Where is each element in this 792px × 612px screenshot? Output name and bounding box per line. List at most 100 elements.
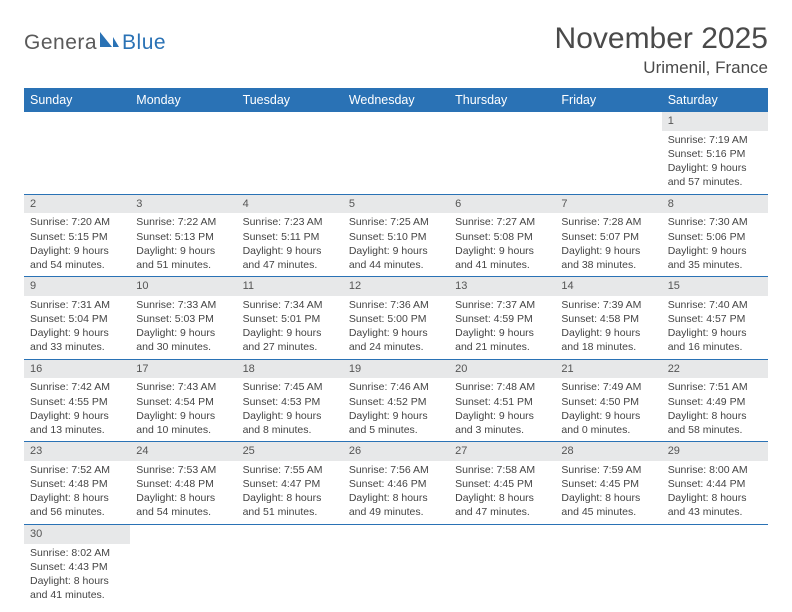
- calendar-cell: 24Sunrise: 7:53 AMSunset: 4:48 PMDayligh…: [130, 442, 236, 525]
- day-body: Sunrise: 7:56 AMSunset: 4:46 PMDaylight:…: [343, 461, 449, 524]
- day-line: and 30 minutes.: [136, 340, 230, 354]
- day-line: Sunset: 5:15 PM: [30, 230, 124, 244]
- day-line: Daylight: 9 hours: [30, 409, 124, 423]
- day-line: and 45 minutes.: [561, 505, 655, 519]
- day-line: Sunset: 5:04 PM: [30, 312, 124, 326]
- day-line: Sunset: 4:48 PM: [30, 477, 124, 491]
- day-line: and 47 minutes.: [243, 258, 337, 272]
- day-line: Daylight: 8 hours: [136, 491, 230, 505]
- calendar-cell: 15Sunrise: 7:40 AMSunset: 4:57 PMDayligh…: [662, 277, 768, 360]
- day-line: Sunrise: 7:46 AM: [349, 380, 443, 394]
- day-line: Sunset: 4:47 PM: [243, 477, 337, 491]
- day-body: Sunrise: 7:42 AMSunset: 4:55 PMDaylight:…: [24, 378, 130, 441]
- day-line: and 41 minutes.: [455, 258, 549, 272]
- day-body: Sunrise: 7:23 AMSunset: 5:11 PMDaylight:…: [237, 213, 343, 276]
- calendar-body: 1Sunrise: 7:19 AMSunset: 5:16 PMDaylight…: [24, 112, 768, 606]
- day-body: Sunrise: 7:27 AMSunset: 5:08 PMDaylight:…: [449, 213, 555, 276]
- day-body: Sunrise: 7:34 AMSunset: 5:01 PMDaylight:…: [237, 296, 343, 359]
- day-number: 20: [449, 360, 555, 379]
- calendar-cell: 22Sunrise: 7:51 AMSunset: 4:49 PMDayligh…: [662, 359, 768, 442]
- day-line: Sunset: 4:44 PM: [668, 477, 762, 491]
- calendar-cell: 4Sunrise: 7:23 AMSunset: 5:11 PMDaylight…: [237, 194, 343, 277]
- day-line: Sunrise: 7:45 AM: [243, 380, 337, 394]
- calendar-cell: 11Sunrise: 7:34 AMSunset: 5:01 PMDayligh…: [237, 277, 343, 360]
- sail-icon: [98, 30, 120, 55]
- day-body: Sunrise: 7:51 AMSunset: 4:49 PMDaylight:…: [662, 378, 768, 441]
- day-line: and 49 minutes.: [349, 505, 443, 519]
- day-line: Sunset: 5:01 PM: [243, 312, 337, 326]
- day-line: Sunset: 4:45 PM: [455, 477, 549, 491]
- day-line: Daylight: 8 hours: [30, 574, 124, 588]
- day-line: and 10 minutes.: [136, 423, 230, 437]
- day-line: and 24 minutes.: [349, 340, 443, 354]
- day-number: 2: [24, 195, 130, 214]
- logo-text-blue: Blue: [122, 31, 166, 55]
- day-line: and 56 minutes.: [30, 505, 124, 519]
- day-line: Daylight: 9 hours: [668, 161, 762, 175]
- calendar-cell: 29Sunrise: 8:00 AMSunset: 4:44 PMDayligh…: [662, 442, 768, 525]
- day-line: Sunrise: 8:02 AM: [30, 546, 124, 560]
- day-line: and 54 minutes.: [30, 258, 124, 272]
- calendar-cell: 6Sunrise: 7:27 AMSunset: 5:08 PMDaylight…: [449, 194, 555, 277]
- day-number: 9: [24, 277, 130, 296]
- day-line: and 38 minutes.: [561, 258, 655, 272]
- calendar-cell: 13Sunrise: 7:37 AMSunset: 4:59 PMDayligh…: [449, 277, 555, 360]
- day-line: Sunrise: 7:58 AM: [455, 463, 549, 477]
- day-body: Sunrise: 7:53 AMSunset: 4:48 PMDaylight:…: [130, 461, 236, 524]
- day-body: Sunrise: 7:46 AMSunset: 4:52 PMDaylight:…: [343, 378, 449, 441]
- day-line: Sunrise: 7:56 AM: [349, 463, 443, 477]
- day-number: 21: [555, 360, 661, 379]
- day-line: and 16 minutes.: [668, 340, 762, 354]
- day-body: Sunrise: 8:00 AMSunset: 4:44 PMDaylight:…: [662, 461, 768, 524]
- day-line: Sunrise: 7:39 AM: [561, 298, 655, 312]
- day-body: Sunrise: 7:36 AMSunset: 5:00 PMDaylight:…: [343, 296, 449, 359]
- day-line: Daylight: 9 hours: [136, 409, 230, 423]
- day-number: 22: [662, 360, 768, 379]
- day-line: and 0 minutes.: [561, 423, 655, 437]
- calendar-cell: 7Sunrise: 7:28 AMSunset: 5:07 PMDaylight…: [555, 194, 661, 277]
- calendar-cell: 5Sunrise: 7:25 AMSunset: 5:10 PMDaylight…: [343, 194, 449, 277]
- day-body: Sunrise: 7:59 AMSunset: 4:45 PMDaylight:…: [555, 461, 661, 524]
- calendar-cell: [237, 112, 343, 194]
- day-line: Sunrise: 7:33 AM: [136, 298, 230, 312]
- day-line: Sunset: 4:59 PM: [455, 312, 549, 326]
- calendar-cell: 14Sunrise: 7:39 AMSunset: 4:58 PMDayligh…: [555, 277, 661, 360]
- calendar-cell: 3Sunrise: 7:22 AMSunset: 5:13 PMDaylight…: [130, 194, 236, 277]
- weekday-header: Thursday: [449, 88, 555, 112]
- day-line: and 57 minutes.: [668, 175, 762, 189]
- calendar-cell: 20Sunrise: 7:48 AMSunset: 4:51 PMDayligh…: [449, 359, 555, 442]
- day-number: 14: [555, 277, 661, 296]
- weekday-header: Monday: [130, 88, 236, 112]
- day-line: Sunrise: 7:22 AM: [136, 215, 230, 229]
- calendar-cell: 23Sunrise: 7:52 AMSunset: 4:48 PMDayligh…: [24, 442, 130, 525]
- day-number: 15: [662, 277, 768, 296]
- day-line: Sunrise: 7:49 AM: [561, 380, 655, 394]
- day-number: 12: [343, 277, 449, 296]
- day-line: Sunrise: 8:00 AM: [668, 463, 762, 477]
- calendar-cell: 17Sunrise: 7:43 AMSunset: 4:54 PMDayligh…: [130, 359, 236, 442]
- day-number: 25: [237, 442, 343, 461]
- day-line: Sunrise: 7:34 AM: [243, 298, 337, 312]
- calendar-cell: 10Sunrise: 7:33 AMSunset: 5:03 PMDayligh…: [130, 277, 236, 360]
- weekday-header: Saturday: [662, 88, 768, 112]
- day-line: and 44 minutes.: [349, 258, 443, 272]
- logo: Genera Blue: [24, 22, 166, 55]
- day-line: Sunrise: 7:37 AM: [455, 298, 549, 312]
- day-line: Sunset: 4:55 PM: [30, 395, 124, 409]
- day-line: Sunset: 5:07 PM: [561, 230, 655, 244]
- day-line: Daylight: 9 hours: [455, 326, 549, 340]
- calendar-cell: 25Sunrise: 7:55 AMSunset: 4:47 PMDayligh…: [237, 442, 343, 525]
- day-line: and 21 minutes.: [455, 340, 549, 354]
- day-body: Sunrise: 8:02 AMSunset: 4:43 PMDaylight:…: [24, 544, 130, 607]
- day-body: Sunrise: 7:33 AMSunset: 5:03 PMDaylight:…: [130, 296, 236, 359]
- day-line: Daylight: 8 hours: [668, 409, 762, 423]
- day-line: Sunset: 4:49 PM: [668, 395, 762, 409]
- day-number: 16: [24, 360, 130, 379]
- day-body: Sunrise: 7:31 AMSunset: 5:04 PMDaylight:…: [24, 296, 130, 359]
- day-line: Sunrise: 7:36 AM: [349, 298, 443, 312]
- day-body: Sunrise: 7:28 AMSunset: 5:07 PMDaylight:…: [555, 213, 661, 276]
- day-body: Sunrise: 7:39 AMSunset: 4:58 PMDaylight:…: [555, 296, 661, 359]
- day-body: Sunrise: 7:19 AMSunset: 5:16 PMDaylight:…: [662, 131, 768, 194]
- day-line: and 51 minutes.: [243, 505, 337, 519]
- day-line: and 43 minutes.: [668, 505, 762, 519]
